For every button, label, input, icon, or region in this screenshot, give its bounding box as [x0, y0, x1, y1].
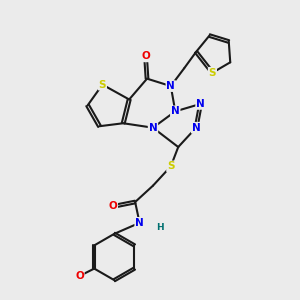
- Text: O: O: [75, 271, 84, 281]
- Text: N: N: [196, 99, 205, 109]
- Text: N: N: [171, 106, 180, 116]
- Text: N: N: [192, 123, 200, 133]
- Text: S: S: [99, 80, 106, 90]
- Text: O: O: [141, 51, 150, 62]
- Text: S: S: [167, 161, 175, 171]
- Text: H: H: [157, 223, 164, 232]
- Text: O: O: [109, 202, 117, 212]
- Text: N: N: [167, 81, 175, 91]
- Text: N: N: [135, 218, 144, 228]
- Text: S: S: [209, 68, 216, 78]
- Text: N: N: [148, 123, 157, 133]
